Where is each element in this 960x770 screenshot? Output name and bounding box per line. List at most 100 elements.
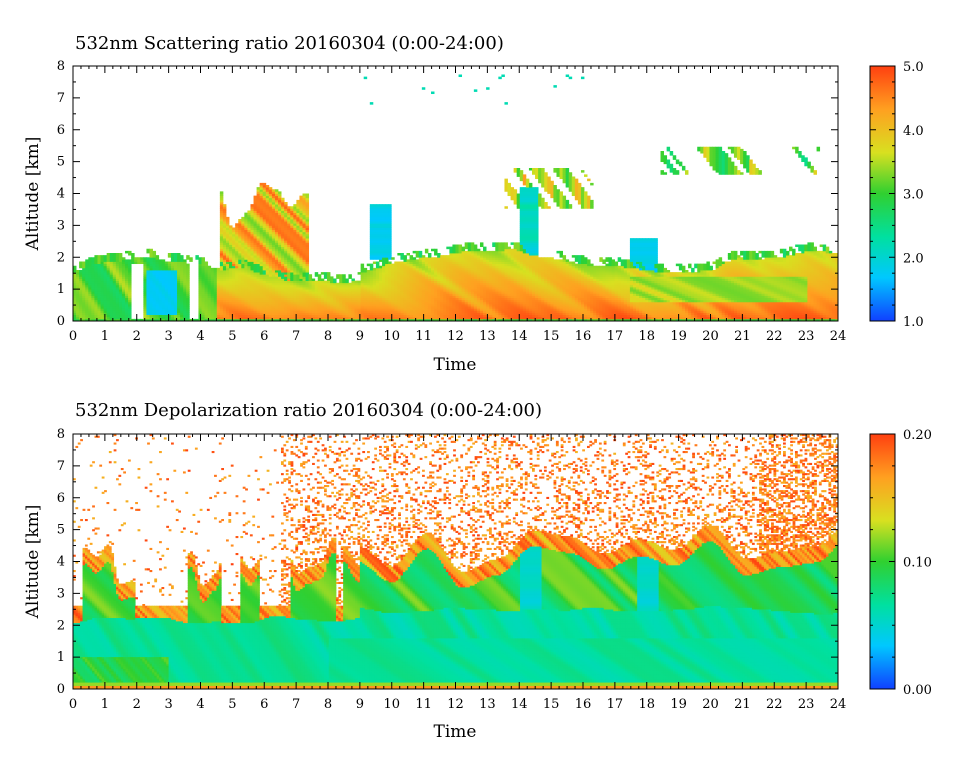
heatmap-cell xyxy=(351,308,355,311)
heatmap-cell xyxy=(253,287,257,290)
heatmap-cell xyxy=(421,295,426,299)
heatmap-cell xyxy=(379,278,383,282)
heatmap-cell xyxy=(247,246,251,250)
heatmap-cell xyxy=(385,289,389,292)
heatmap-cell xyxy=(250,219,254,222)
heatmap-cell xyxy=(170,261,175,265)
heatmap-cell xyxy=(326,308,331,311)
heatmap-cell xyxy=(222,263,227,267)
heatmap-cell xyxy=(281,318,285,321)
heatmap-cell xyxy=(296,255,300,258)
heatmap-cell xyxy=(293,225,297,228)
heatmap-cell xyxy=(372,308,377,311)
heatmap-cell xyxy=(293,282,297,286)
heatmap-cell xyxy=(229,267,233,271)
heatmap-cell xyxy=(149,272,153,275)
heatmap-cell xyxy=(293,236,297,239)
heatmap-cell xyxy=(483,248,487,252)
heatmap-cell xyxy=(180,284,184,288)
heatmap-cell xyxy=(106,312,111,316)
heatmap-cell xyxy=(366,263,371,267)
heatmap-cell xyxy=(464,318,469,321)
heatmap-cell xyxy=(143,295,147,299)
heatmap-cell xyxy=(305,210,310,214)
heatmap-cell xyxy=(268,267,273,271)
heatmap-cell xyxy=(458,282,463,286)
heatmap-cell xyxy=(302,257,306,260)
heatmap-cell xyxy=(284,274,288,277)
heatmap-cell xyxy=(112,284,117,288)
heatmap-cell xyxy=(281,253,285,256)
heatmap-cell xyxy=(473,312,478,316)
heatmap-cell xyxy=(455,278,459,282)
heatmap-cell xyxy=(388,314,392,318)
heatmap-cell xyxy=(479,276,484,279)
heatmap-cell xyxy=(308,284,313,288)
heatmap-cell xyxy=(449,299,453,303)
heatmap-cell xyxy=(375,204,380,207)
heatmap-cell xyxy=(94,265,98,269)
heatmap-cell xyxy=(143,265,147,269)
heatmap-cell xyxy=(342,274,346,277)
heatmap-cell xyxy=(152,280,157,284)
heatmap-cell xyxy=(226,280,230,284)
heatmap-cell xyxy=(467,259,472,262)
heatmap-cell xyxy=(259,214,264,218)
heatmap-cell xyxy=(483,282,487,286)
heatmap-cell xyxy=(219,212,224,216)
heatmap-cell xyxy=(360,274,365,277)
heatmap-cell xyxy=(143,280,147,284)
heatmap-cell xyxy=(265,225,270,228)
heatmap-cell xyxy=(259,208,264,211)
heatmap-cell xyxy=(418,304,423,307)
heatmap-cell xyxy=(198,299,202,303)
heatmap-cell xyxy=(446,318,450,321)
heatmap-cell xyxy=(363,289,368,292)
heatmap-cell xyxy=(238,301,242,305)
heatmap-cell xyxy=(143,301,147,305)
heatmap-cell xyxy=(476,314,481,318)
heatmap-cell xyxy=(440,263,444,267)
heatmap-cell xyxy=(293,227,297,231)
heatmap-cell xyxy=(253,274,257,277)
heatmap-cell xyxy=(372,291,377,294)
heatmap-cell xyxy=(226,242,230,245)
heatmap-cell xyxy=(100,274,104,277)
heatmap-cell xyxy=(219,248,224,252)
heatmap-cell xyxy=(91,310,95,313)
heatmap-cell xyxy=(143,282,147,286)
heatmap-cell xyxy=(229,272,233,275)
heatmap-cell xyxy=(235,312,239,316)
heatmap-cell xyxy=(207,274,212,277)
heatmap-cell xyxy=(88,291,92,294)
heatmap-cell xyxy=(247,282,251,286)
heatmap-cell xyxy=(232,244,236,248)
heatmap-cell xyxy=(170,318,175,321)
heatmap-cell xyxy=(115,310,120,313)
heatmap-cell xyxy=(305,197,310,201)
heatmap-cell xyxy=(385,295,389,299)
heatmap-cell xyxy=(238,284,242,288)
heatmap-cell xyxy=(180,276,184,279)
heatmap-cell xyxy=(498,291,502,294)
heatmap-cell xyxy=(216,293,221,296)
heatmap-cell xyxy=(222,216,227,220)
heatmap-cell xyxy=(479,312,484,316)
heatmap-cell xyxy=(256,187,261,190)
heatmap-cell xyxy=(326,287,331,290)
heatmap-cell xyxy=(461,276,466,279)
heatmap-cell xyxy=(311,280,316,284)
heatmap-cell xyxy=(366,284,371,288)
heatmap-cell xyxy=(418,261,423,265)
heatmap-cell xyxy=(464,287,469,290)
heatmap-cell xyxy=(415,270,420,273)
heatmap-cell xyxy=(449,253,453,256)
heatmap-cell xyxy=(281,229,285,233)
heatmap-cell xyxy=(314,314,319,318)
heatmap-cell xyxy=(149,287,153,290)
heatmap-cell xyxy=(388,289,392,292)
heatmap-cell xyxy=(308,306,313,309)
heatmap-cell xyxy=(287,250,291,254)
heatmap-cell xyxy=(314,282,319,286)
heatmap-cell xyxy=(82,308,86,311)
